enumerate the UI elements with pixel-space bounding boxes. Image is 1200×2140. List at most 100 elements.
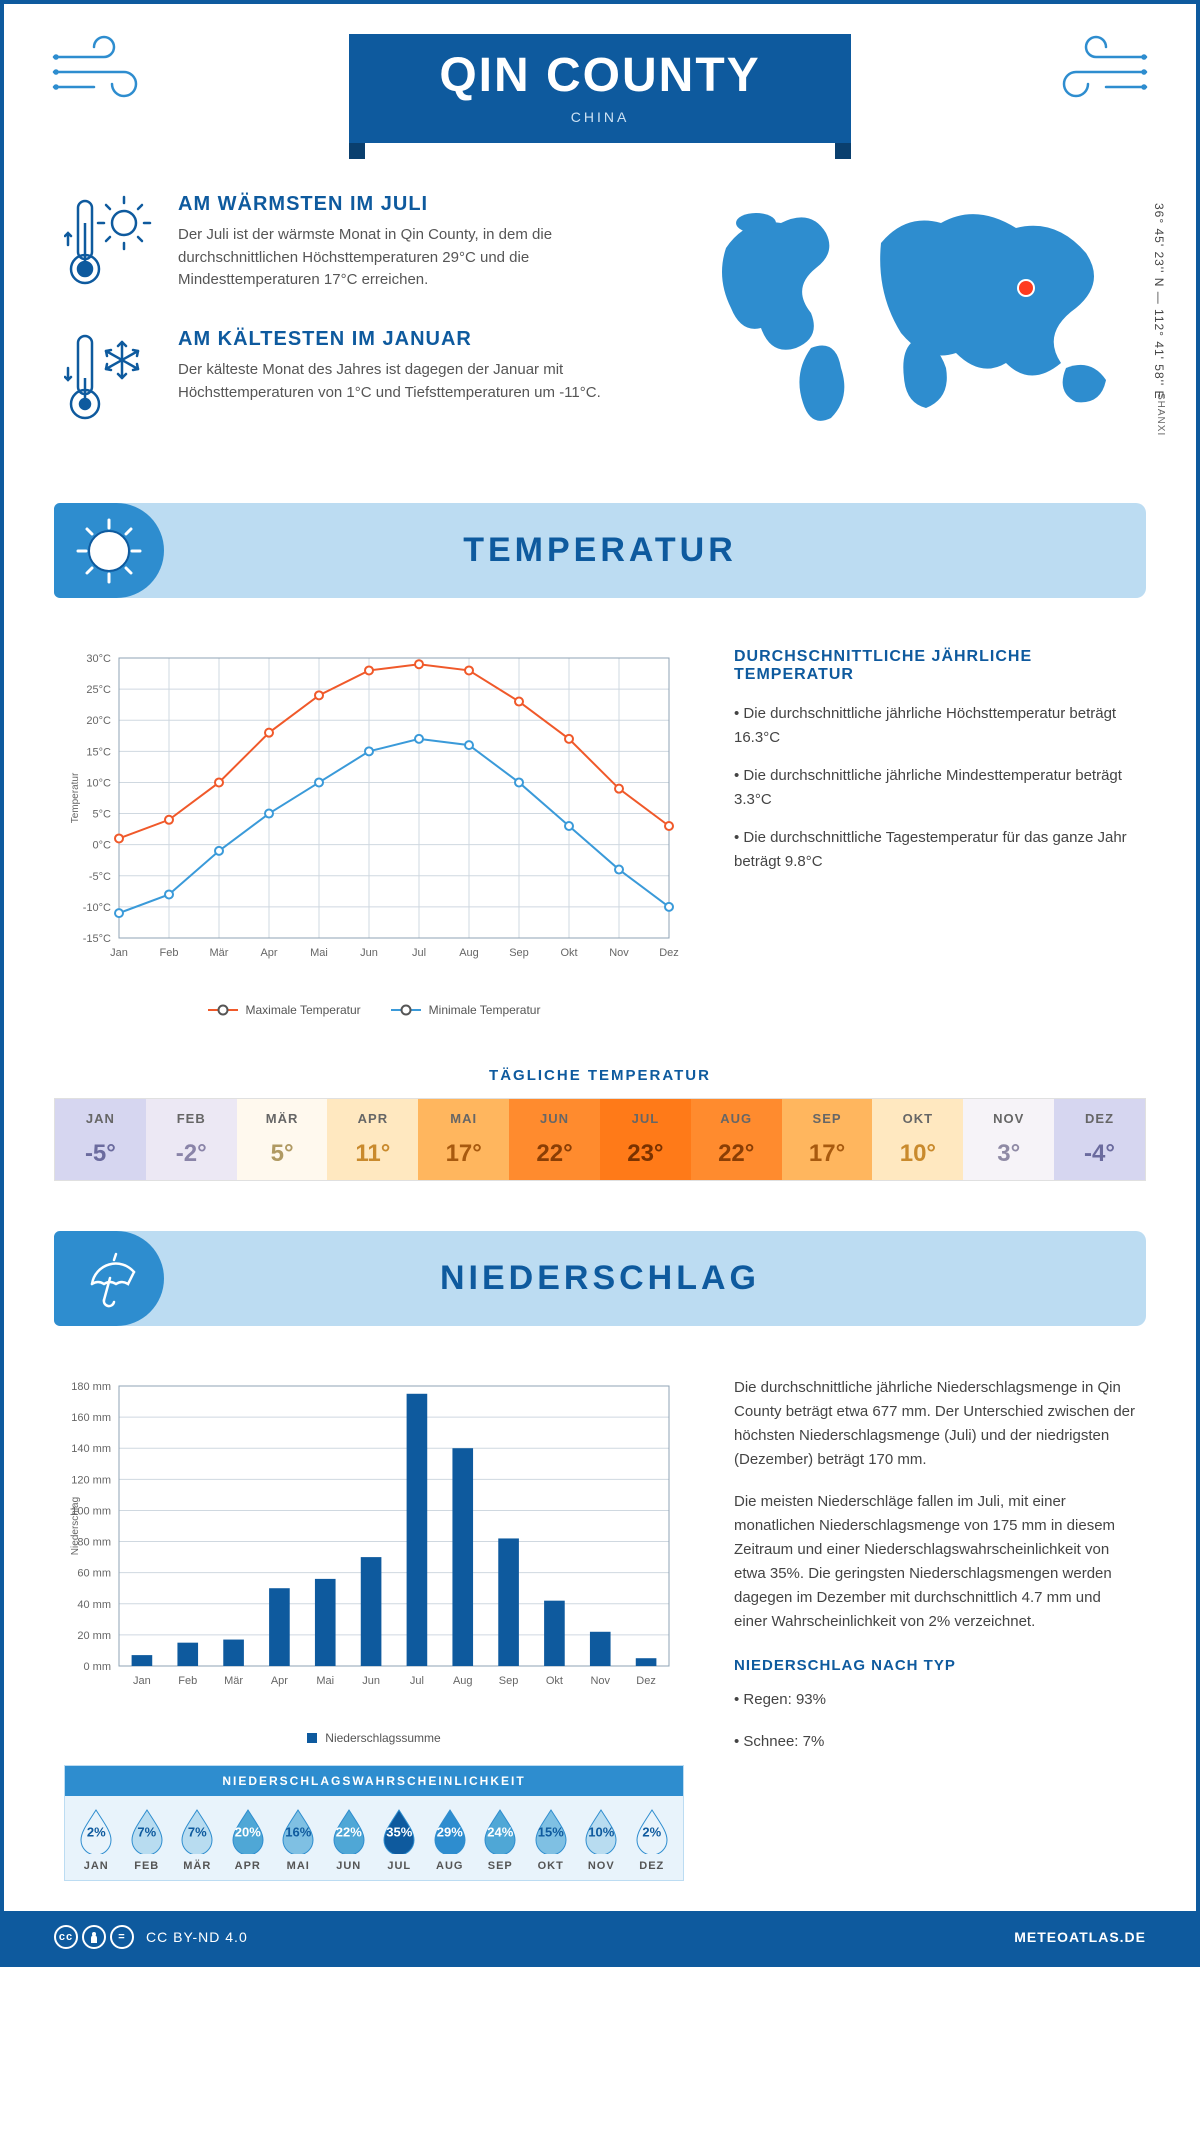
daily-temp-cell: SEP17° (782, 1099, 873, 1180)
umbrella-icon (54, 1231, 164, 1326)
daily-temp-cell: MAI17° (418, 1099, 509, 1180)
daily-temp-cell: OKT10° (872, 1099, 963, 1180)
svg-text:20 mm: 20 mm (77, 1630, 111, 1642)
svg-text:Jun: Jun (362, 1675, 380, 1687)
svg-text:Mär: Mär (224, 1675, 243, 1687)
probability-cell: 16%MAI (273, 1806, 324, 1872)
precip-type-title: NIEDERSCHLAG NACH TYP (734, 1654, 1136, 1678)
svg-text:Nov: Nov (609, 947, 629, 959)
thermometer-snow-icon (64, 328, 154, 433)
probability-cell: 15%OKT (526, 1806, 577, 1872)
license-text: CC BY-ND 4.0 (146, 1929, 248, 1945)
svg-text:Dez: Dez (659, 947, 679, 959)
svg-text:5°C: 5°C (93, 809, 112, 821)
daily-temp-cell: JUN22° (509, 1099, 600, 1180)
svg-text:Sep: Sep (499, 1675, 519, 1687)
probability-cell: 29%AUG (425, 1806, 476, 1872)
probability-cell: 22%JUN (324, 1806, 375, 1872)
page-subtitle: CHINA (439, 109, 760, 125)
precipitation-chart: 0 mm20 mm40 mm60 mm80 mm100 mm120 mm140 … (64, 1376, 684, 1881)
svg-text:15°C: 15°C (86, 746, 111, 758)
svg-text:Jun: Jun (360, 947, 378, 959)
title-ribbon: QIN COUNTY CHINA (349, 34, 850, 143)
daily-temp-cell: JUL23° (600, 1099, 691, 1180)
svg-text:-15°C: -15°C (83, 933, 111, 945)
cc-icon: cc (54, 1925, 78, 1949)
svg-text:140 mm: 140 mm (71, 1443, 111, 1455)
probability-cell: 20%APR (223, 1806, 274, 1872)
by-icon (82, 1925, 106, 1949)
probability-cell: 2%JAN (71, 1806, 122, 1872)
svg-text:40 mm: 40 mm (77, 1599, 111, 1611)
probability-cell: 7%MÄR (172, 1806, 223, 1872)
footer: cc = CC BY-ND 4.0 METEOATLAS.DE (4, 1911, 1196, 1963)
precip-p1: Die durchschnittliche jährliche Niedersc… (734, 1376, 1136, 1472)
temperature-chart: -15°C-10°C-5°C0°C5°C10°C15°C20°C25°C30°C… (64, 648, 684, 1017)
svg-text:Jul: Jul (412, 947, 426, 959)
svg-text:Jul: Jul (410, 1675, 424, 1687)
section-banner-temperature: TEMPERATUR (54, 503, 1146, 598)
svg-text:Sep: Sep (509, 947, 529, 959)
svg-text:120 mm: 120 mm (71, 1474, 111, 1486)
thermometer-sun-icon (64, 193, 154, 298)
fact-coldest: AM KÄLTESTEN IM JANUAR Der kälteste Mona… (64, 328, 656, 433)
svg-text:80 mm: 80 mm (77, 1537, 111, 1549)
legend-min: Minimale Temperatur (429, 1003, 541, 1017)
temp-info-title: DURCHSCHNITTLICHE JÄHRLICHE TEMPERATUR (734, 648, 1136, 684)
nd-icon: = (110, 1925, 134, 1949)
probability-cell: 10%NOV (576, 1806, 627, 1872)
fact-warm-title: AM WÄRMSTEN IM JULI (178, 193, 656, 216)
svg-text:Aug: Aug (459, 947, 479, 959)
probability-box: NIEDERSCHLAGSWAHRSCHEINLICHKEIT 2%JAN7%F… (64, 1765, 684, 1881)
svg-text:180 mm: 180 mm (71, 1381, 111, 1393)
coordinates: 36° 45' 23'' N — 112° 41' 58'' E (1152, 203, 1166, 400)
svg-text:-10°C: -10°C (83, 902, 111, 914)
svg-text:Niederschlag: Niederschlag (70, 1497, 81, 1555)
svg-text:Nov: Nov (590, 1675, 610, 1687)
precipitation-legend: Niederschlagssumme (64, 1731, 684, 1745)
daily-temp-strip: JAN-5°FEB-2°MÄR5°APR11°MAI17°JUN22°JUL23… (54, 1098, 1146, 1181)
site-name: METEOATLAS.DE (1014, 1929, 1146, 1945)
section-title-precipitation: NIEDERSCHLAG (54, 1259, 1146, 1298)
svg-text:Dez: Dez (636, 1675, 656, 1687)
svg-text:Okt: Okt (560, 947, 577, 959)
daily-temp-title: TÄGLICHE TEMPERATUR (4, 1067, 1196, 1084)
svg-text:Feb: Feb (178, 1675, 197, 1687)
cc-icons: cc = (54, 1925, 134, 1949)
svg-text:Feb: Feb (160, 947, 179, 959)
page-title: QIN COUNTY (439, 48, 760, 103)
sun-icon (54, 503, 164, 598)
temp-bullet-3: • Die durchschnittliche Tagestemperatur … (734, 826, 1136, 874)
svg-text:20°C: 20°C (86, 715, 111, 727)
probability-cell: 35%JUL (374, 1806, 425, 1872)
svg-text:Temperatur: Temperatur (70, 772, 81, 823)
svg-text:Okt: Okt (546, 1675, 563, 1687)
section-banner-precipitation: NIEDERSCHLAG (54, 1231, 1146, 1326)
daily-temp-cell: APR11° (327, 1099, 418, 1180)
temp-bullet-1: • Die durchschnittliche jährliche Höchst… (734, 702, 1136, 750)
probability-title: NIEDERSCHLAGSWAHRSCHEINLICHKEIT (65, 1766, 683, 1796)
probability-cell: 7%FEB (122, 1806, 173, 1872)
svg-text:0 mm: 0 mm (84, 1661, 112, 1673)
world-map: 36° 45' 23'' N — 112° 41' 58'' E SHANXI (696, 193, 1136, 463)
precip-p2: Die meisten Niederschläge fallen im Juli… (734, 1490, 1136, 1634)
svg-text:Mär: Mär (210, 947, 229, 959)
svg-text:Mai: Mai (310, 947, 328, 959)
wind-icon-left (44, 32, 154, 117)
svg-text:Jan: Jan (133, 1675, 151, 1687)
svg-text:25°C: 25°C (86, 684, 111, 696)
wind-icon-right (1046, 32, 1156, 117)
daily-temp-cell: JAN-5° (55, 1099, 146, 1180)
daily-temp-cell: NOV3° (963, 1099, 1054, 1180)
daily-temp-cell: FEB-2° (146, 1099, 237, 1180)
header: QIN COUNTY CHINA (4, 4, 1196, 193)
svg-text:10°C: 10°C (86, 777, 111, 789)
svg-text:60 mm: 60 mm (77, 1568, 111, 1580)
daily-temp-cell: DEZ-4° (1054, 1099, 1145, 1180)
fact-warmest: AM WÄRMSTEN IM JULI Der Juli ist der wär… (64, 193, 656, 298)
svg-text:Mai: Mai (316, 1675, 334, 1687)
precip-type-snow: • Schnee: 7% (734, 1730, 1136, 1754)
fact-warm-text: Der Juli ist der wärmste Monat in Qin Co… (178, 224, 656, 292)
daily-temp-cell: MÄR5° (237, 1099, 328, 1180)
probability-cell: 2%DEZ (627, 1806, 678, 1872)
